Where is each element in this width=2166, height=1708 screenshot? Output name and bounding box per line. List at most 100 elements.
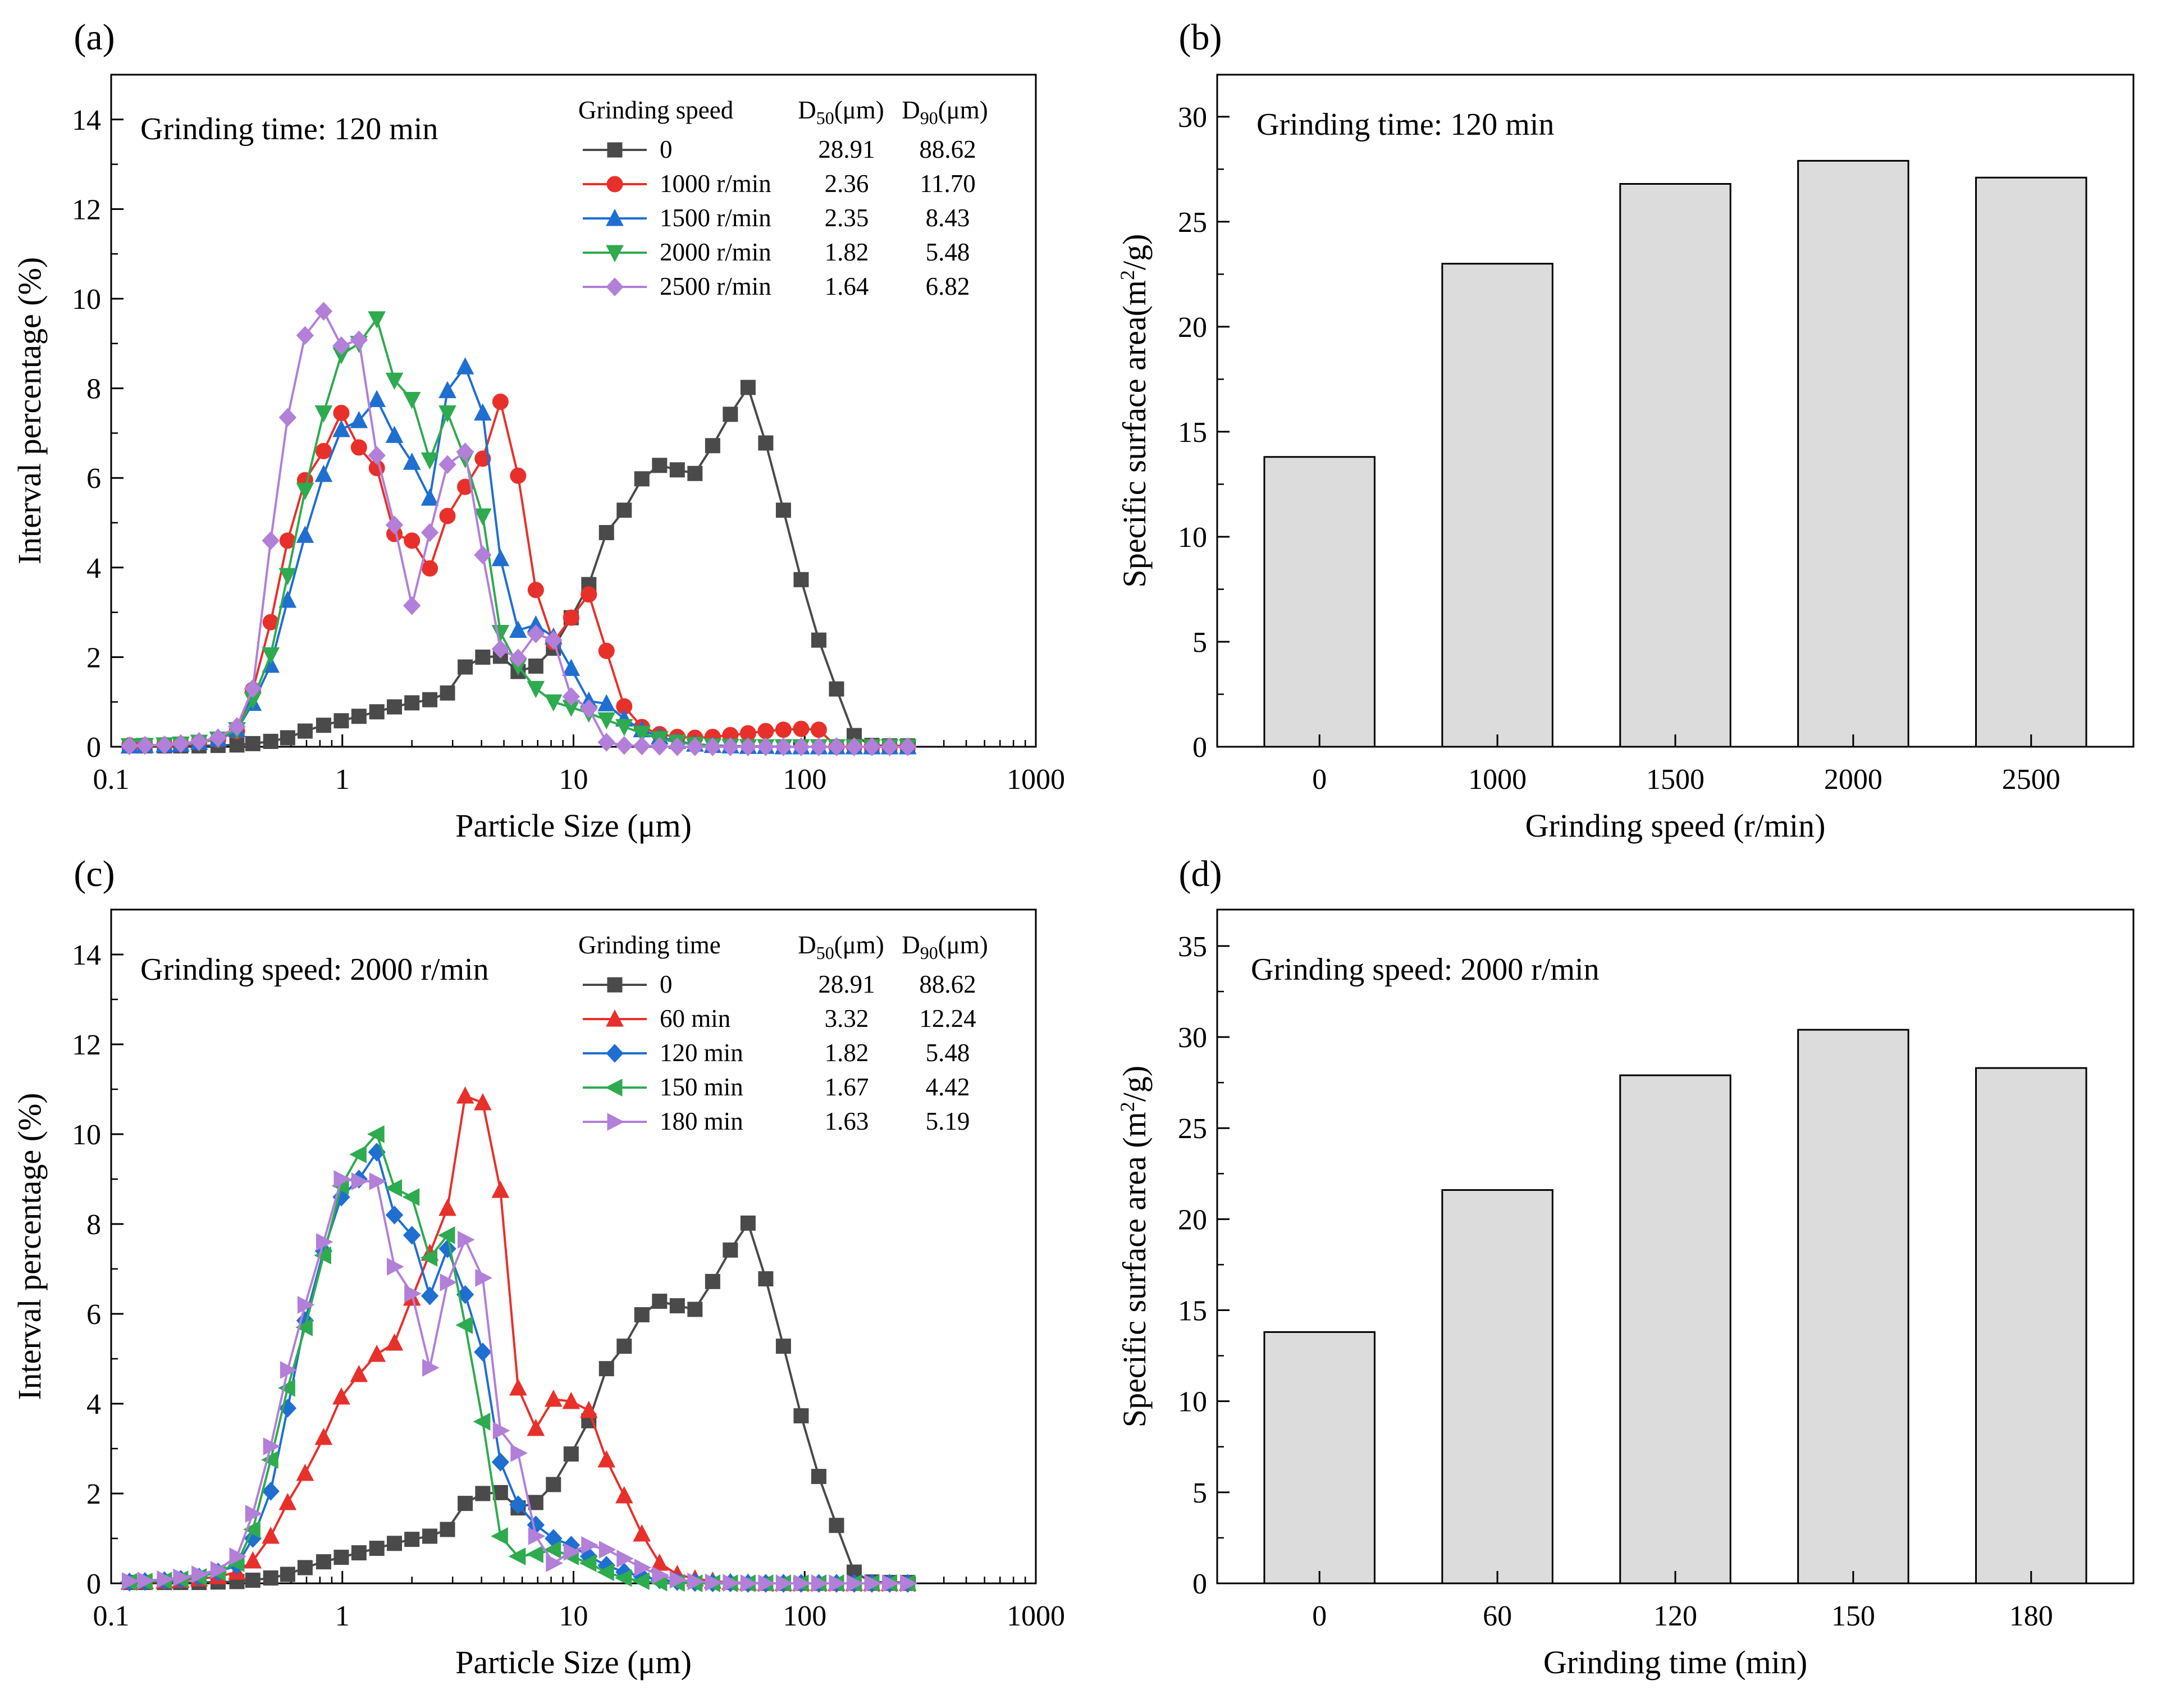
data-point [473,1413,491,1431]
panel-1-bar-chart: (b) 0 5 10 15 20 25 30 0 1000 1500 2000 2500 Grinding… [1116,17,2135,844]
data-point [491,640,510,659]
data-point [616,503,632,518]
data-point [280,730,295,746]
data-point [775,1339,791,1354]
y-axis-title: Specific surface area (m2/g) [1116,1066,1153,1427]
data-point [456,442,474,462]
legend-marker [606,1009,624,1027]
y-tick-label: 8 [86,1209,101,1241]
x-tick-label: 0.1 [93,1600,130,1632]
data-point [243,1520,261,1538]
data-point [296,483,314,500]
data-point [244,679,262,698]
legend-label: 2000 r/min [660,238,771,266]
data-point [686,737,704,756]
data-point [703,737,722,756]
panel-letter: (d) [1179,853,1222,894]
legend-label: 0 [660,135,673,163]
legend-label: 150 min [660,1073,743,1101]
legend-d50: 28.91 [818,970,875,998]
y-tick-label: 30 [1178,1022,1207,1054]
series-2 [120,1143,917,1593]
legend-d50: 3.32 [825,1004,869,1033]
data-point [191,1565,209,1583]
data-point [634,1307,650,1323]
legend-d90: 5.48 [926,238,970,266]
legend-marker [606,176,623,193]
data-point [404,1285,422,1303]
data-point [385,1179,403,1197]
data-point [278,1492,297,1510]
x-tick-label: 180 [2009,1600,2053,1632]
data-point [422,560,438,577]
y-tick-label: 8 [86,373,101,405]
series-3 [120,1125,916,1592]
data-point [228,717,246,736]
data-point [332,336,350,355]
data-point [403,453,421,470]
data-point [422,1359,440,1377]
legend-label: 120 min [660,1039,743,1067]
data-point [475,1269,492,1287]
y-tick-label: 10 [1178,1386,1207,1418]
y-tick-label: 15 [1178,1295,1207,1327]
data-point [563,1446,579,1462]
data-point [262,647,280,665]
x-tick-label: 1000 [1007,1600,1065,1632]
data-point [544,694,563,712]
legend-label: 1000 r/min [660,170,771,198]
x-tick-label: 150 [1831,1600,1875,1632]
data-point [316,1554,331,1570]
data-point [333,713,349,729]
data-point [420,1249,438,1267]
data-point [581,1536,598,1554]
data-point [403,596,421,615]
data-point [278,568,297,586]
data-point [705,1573,723,1592]
data-point [811,1574,829,1592]
data-point [740,380,756,395]
x-tick-label: 0.1 [93,764,130,796]
data-point [122,1572,139,1590]
data-point [440,1273,458,1291]
data-point [350,410,368,428]
data-point [368,446,386,465]
x-axis-title: Grinding speed (r/min) [1525,807,1826,844]
data-point [721,737,739,756]
data-point [280,1567,295,1582]
legend-header: Grinding time [578,931,721,959]
data-point [775,503,791,518]
data-point [456,1086,474,1104]
data-point [563,1543,581,1561]
data-point [597,712,616,730]
data-point [880,737,899,756]
data-point [438,455,456,474]
data-point [387,1536,403,1551]
data-point [368,1344,386,1362]
data-point [369,704,385,720]
data-point [209,728,227,747]
data-point [634,1559,652,1577]
annotation: Grinding time: 120 min [1256,107,1554,142]
data-point [758,1271,774,1287]
data-point [829,681,844,697]
data-point [316,1233,333,1251]
data-point [296,326,314,345]
data-point [793,1408,809,1424]
data-point [492,1422,510,1440]
data-point [474,403,492,421]
y-tick-label: 0 [86,1568,101,1600]
data-point [723,1574,740,1592]
data-point [527,582,544,599]
data-point [332,1387,350,1405]
y-tick-label: 10 [1178,522,1207,554]
data-point [403,1226,421,1245]
data-point [527,681,545,698]
data-point [775,1574,793,1592]
data-point [440,1522,455,1537]
bar [1263,1331,1376,1584]
data-point [421,523,439,542]
data-point [652,458,668,473]
y-tick-label: 20 [1178,312,1207,344]
data-point [811,632,826,648]
